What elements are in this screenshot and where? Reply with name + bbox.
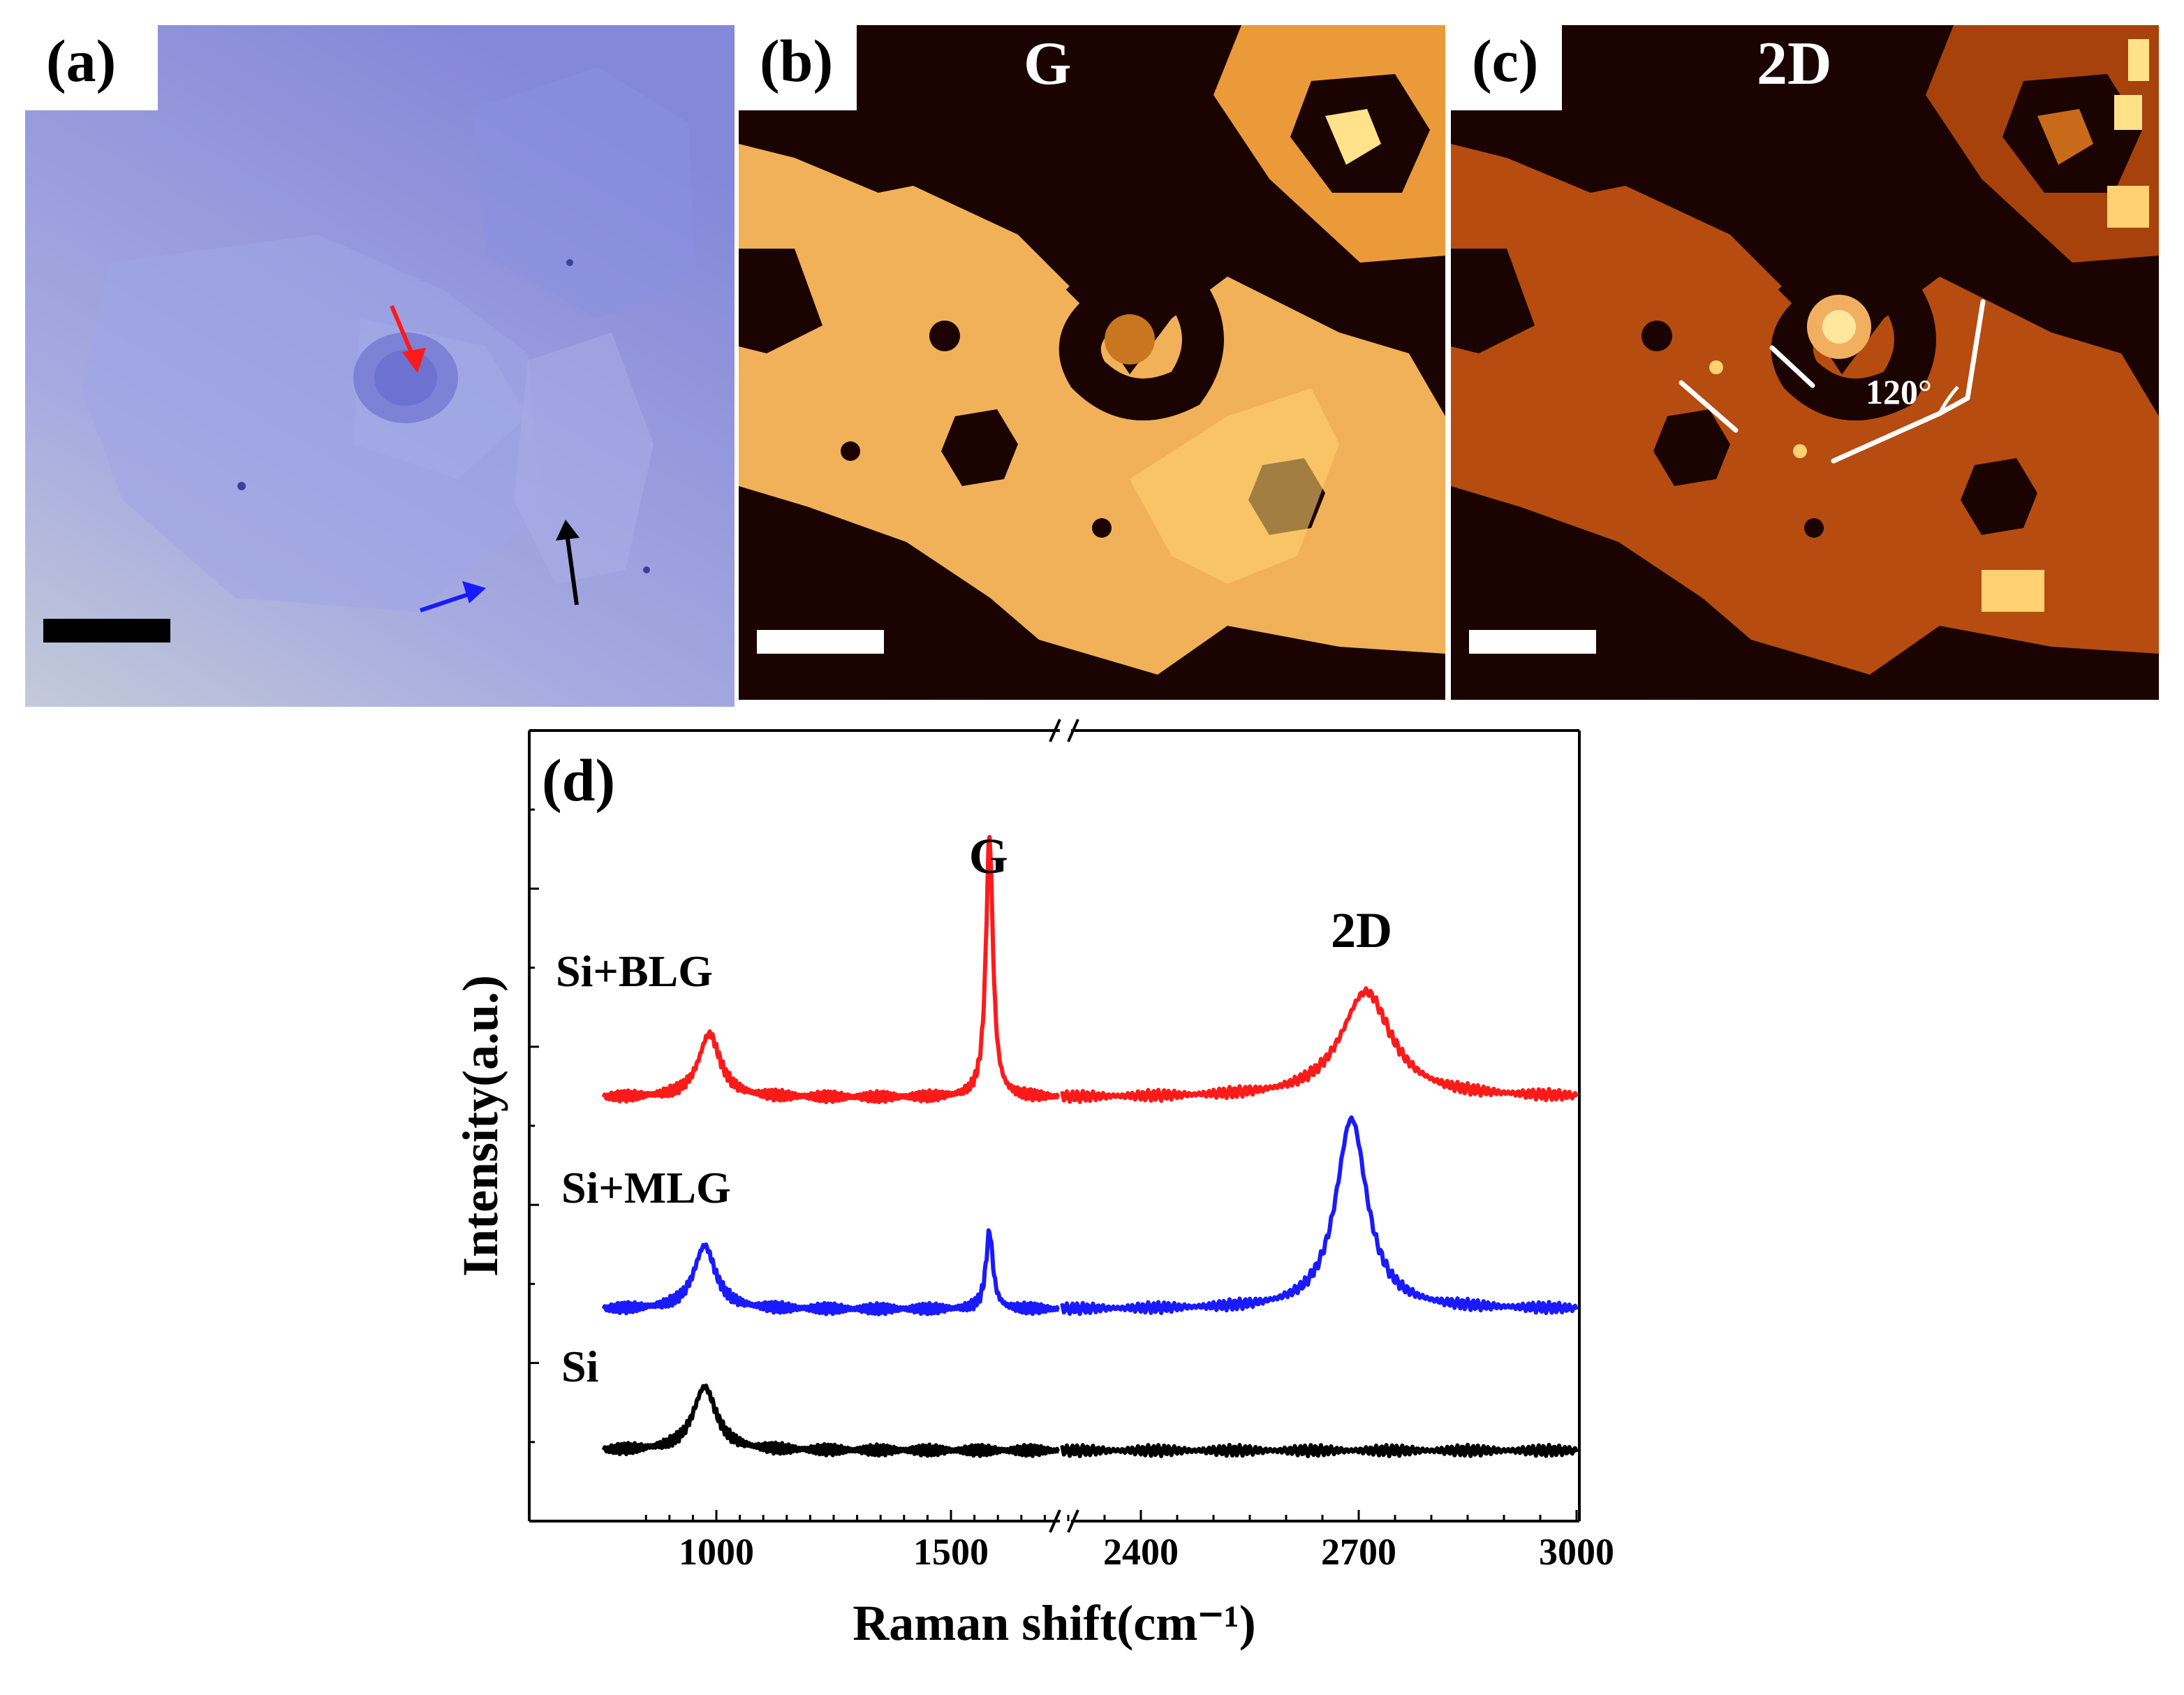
peak-label: 2D [1331,902,1392,958]
scale-bar [43,619,170,643]
hexagonal-hole [1653,409,1730,486]
spectrum-line-si-blg [1060,986,1579,1104]
angle-arc [1938,386,1959,415]
spiral-ridge [1058,255,1224,420]
graphene-flake-large [81,235,542,612]
axis-break-mark [1049,1509,1061,1533]
spectrum-line-si-blg [601,835,1061,1105]
series-label: Si+BLG [556,946,713,996]
spiral-center-core [1822,310,1856,344]
panel-d-tag: (d) [542,747,615,814]
small-hole [1804,518,1824,538]
spiral-ridge [1771,255,1936,420]
spectrum-line-si-mlg [601,1228,1061,1316]
red-arrow-icon [390,304,426,373]
x-tick-label: 2400 [1103,1531,1179,1573]
blue-arrow-icon [420,581,486,612]
optical-micrograph [25,25,735,707]
small-hole [1092,518,1112,538]
bright-spot-upper [1325,109,1381,165]
y-axis-label: Intensity(a.u.) [452,975,508,1277]
small-hole [1641,321,1672,351]
hexagonal-hole [941,409,1018,486]
edge-angle-lines [1678,299,1986,464]
series-label: Si+MLG [561,1163,731,1212]
dark-region-left [1451,249,1535,353]
panel-c-tag: (c) [1451,25,1563,110]
axis-break-mark [1067,1509,1079,1533]
raman-map-g-image [739,25,1445,700]
bright-spot [1709,360,1723,374]
angle-label: 120° [1866,372,1932,411]
dark-region-bottom-left [1451,542,1744,700]
panel-b-tag: (b) [739,25,857,110]
peak-label: G [969,828,1008,884]
bright-spot [2107,186,2149,228]
scale-bar [757,630,884,654]
graphene-flake-upper [472,67,695,318]
small-hole [841,441,860,461]
raman-spectra-chart: 1000 1500 2400 2700 3000 Raman shift(cm⁻¹) Int… [452,719,1614,1651]
contaminant-dot [237,482,246,490]
bright-patch [1982,570,2044,612]
spectrum-line-si-mlg [1060,1115,1579,1316]
hexagonal-hole [1961,458,2037,535]
panel-c-band-label: 2D [1757,30,1832,98]
spiral-center [1105,314,1155,365]
x-tick-label: 3000 [1539,1531,1614,1573]
bright-spot [1793,444,1807,458]
x-tick-label: 2700 [1321,1531,1396,1573]
contaminant-dot [643,566,650,573]
spectrum-line-si [1060,1442,1579,1458]
bilayer-center [374,350,437,406]
panel-b-band-label: G [1024,30,1072,98]
graphene-domain-main [1451,144,2159,675]
bright-spot [2128,39,2149,81]
raman-map-2d-image [1451,25,2159,700]
x-tick-label: 1000 [679,1531,754,1573]
axis-break-mark [1067,719,1079,742]
series-label: Si [561,1342,598,1391]
small-hole [929,321,960,351]
bright-subdomain [1130,388,1339,584]
spectrum-line-si [601,1384,1061,1458]
panel-b-raman-map-g [739,25,1445,700]
x-axis-label: Raman shift(cm⁻¹) [853,1595,1256,1651]
x-tick-label: 1500 [913,1531,989,1573]
scale-bar [1469,630,1596,654]
contaminant-dot [566,259,573,266]
dark-region-bottom-left [739,542,1032,700]
graphene-flake-right [514,332,654,584]
panel-a-tag: (a) [25,25,158,110]
dark-region-left [739,249,822,353]
spot-upper [2037,109,2093,165]
bright-spot [2114,95,2142,130]
axis-break-mark [1049,719,1061,742]
black-arrow-icon [556,520,580,606]
panel-a-optical-image [25,25,735,707]
panel-c-raman-map-2d [1451,25,2159,700]
